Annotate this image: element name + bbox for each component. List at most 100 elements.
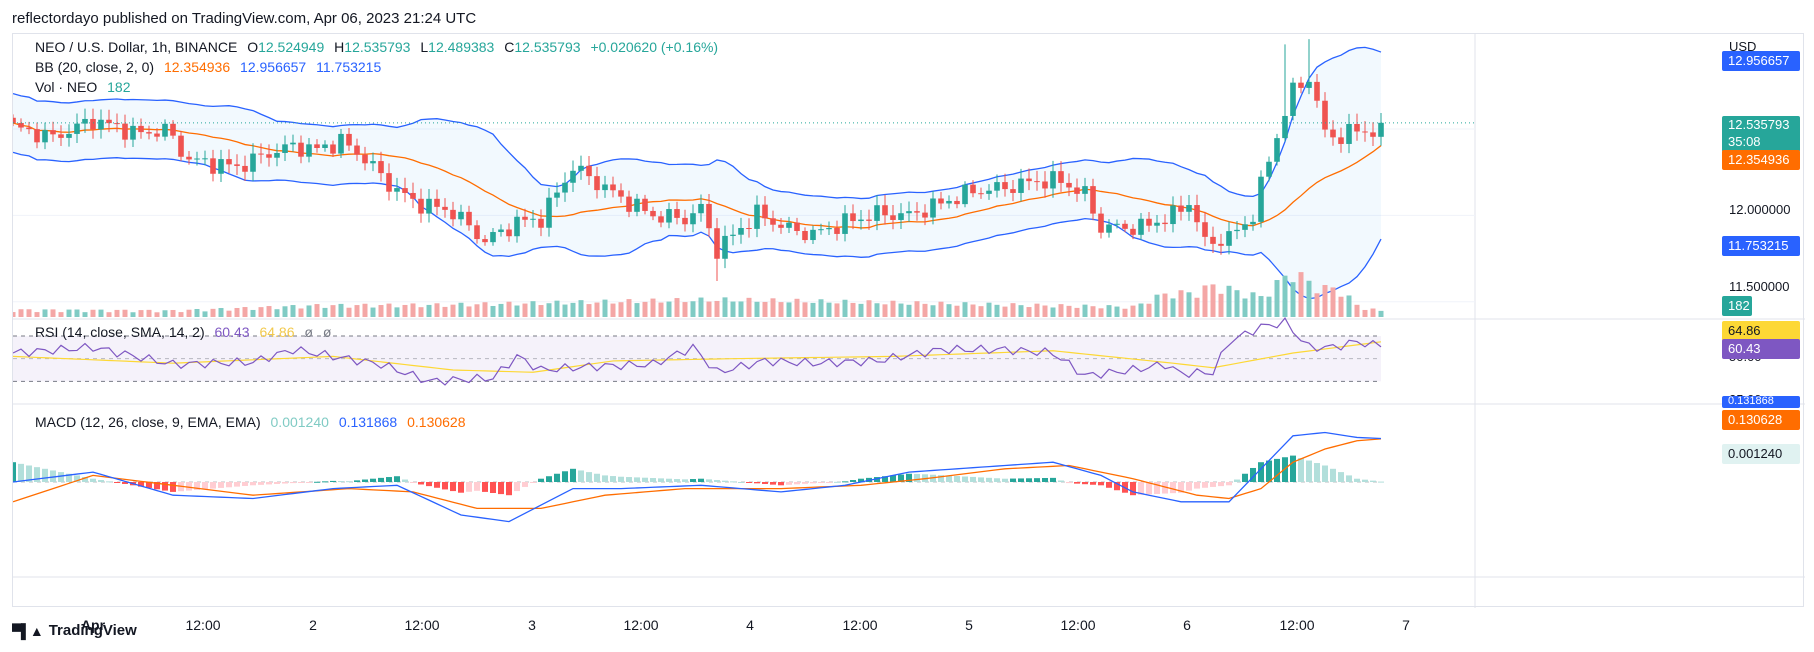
macd-histogram-bar <box>482 482 488 492</box>
x-label-5: 5 <box>965 617 973 633</box>
macd-histogram-bar <box>1170 482 1176 494</box>
lower-band-tag: 11.753215 <box>1722 236 1800 256</box>
macd-histogram-bar <box>82 477 88 482</box>
candle-body <box>1058 171 1064 183</box>
macd-histogram-bar <box>634 477 640 482</box>
volume-bar <box>1018 305 1024 317</box>
upper-band-tag: 12.956657 <box>1722 51 1800 71</box>
candle-body <box>506 229 512 237</box>
macd-histogram-bar <box>1026 478 1032 482</box>
candle-body <box>890 215 896 220</box>
candle-body <box>1050 171 1056 189</box>
candle-body <box>258 153 264 155</box>
candle-body <box>450 209 456 220</box>
candle-body <box>1346 123 1352 144</box>
macd-histogram-bar <box>234 482 240 487</box>
candle-body <box>1362 131 1368 133</box>
macd-legend[interactable]: MACD (12, 26, close, 9, EMA, EMA) 0.0012… <box>35 414 472 430</box>
volume-tag: 182 <box>1722 296 1752 316</box>
macd-histogram-bar <box>1194 482 1200 489</box>
macd-histogram-bar <box>602 475 608 482</box>
volume-bar <box>634 303 640 317</box>
chart-frame[interactable]: NEO / U.S. Dollar, 1h, BINANCE O12.52494… <box>12 33 1805 633</box>
volume-bar <box>714 300 720 317</box>
macd-histogram-bar <box>426 482 432 487</box>
candle-body <box>418 198 424 214</box>
candle-body <box>930 198 936 218</box>
candle-body <box>1242 224 1248 230</box>
bb-basis-value: 12.354936 <box>163 59 231 75</box>
candle-body <box>234 164 240 166</box>
brand-name: TradingView <box>48 622 137 639</box>
macd-histogram-bar <box>1258 462 1264 482</box>
macd-histogram-bar <box>722 480 728 482</box>
candle-body <box>426 198 432 214</box>
macd-tag: 0.131868 <box>1722 396 1800 408</box>
volume-bar <box>42 309 48 317</box>
macd-histogram-bar <box>1002 478 1008 482</box>
candle-body <box>874 205 880 221</box>
volume-bar <box>594 302 600 317</box>
candle-body <box>194 158 200 160</box>
volume-bar <box>1106 305 1112 317</box>
candle-body <box>218 159 224 174</box>
volume-bar <box>506 301 512 317</box>
candle-body <box>298 142 304 157</box>
macd-histogram-bar <box>586 472 592 482</box>
volume-bar <box>138 310 144 317</box>
main-legend[interactable]: NEO / U.S. Dollar, 1h, BINANCE O12.52494… <box>35 39 724 55</box>
volume-bar <box>1378 310 1384 317</box>
vol-legend[interactable]: Vol · NEO 182 <box>35 79 137 95</box>
volume-bar <box>618 302 624 317</box>
candle-body <box>810 229 816 241</box>
macd-histogram-bar <box>1098 482 1104 486</box>
chart-svg[interactable] <box>13 34 1805 608</box>
candle-body <box>1122 223 1128 229</box>
macd-histogram-bar <box>1210 482 1216 487</box>
bb-legend[interactable]: BB (20, close, 2, 0) 12.354936 12.956657… <box>35 59 387 75</box>
candle-body <box>554 192 560 198</box>
candle-body <box>1282 115 1288 139</box>
volume-bar <box>410 303 416 317</box>
x-label-1200-d: 12:00 <box>842 617 878 633</box>
rsi-ma-line <box>13 341 1382 373</box>
rsi-legend[interactable]: RSI (14, close, SMA, 14, 2) 60.43 64.86 … <box>35 324 337 340</box>
tradingview-brand[interactable]: ▀▌▲ TradingView <box>12 622 137 639</box>
candle-body <box>650 210 656 217</box>
volume-bar <box>1154 294 1160 317</box>
candle-body <box>458 211 464 220</box>
candle-body <box>530 218 536 220</box>
volume-bar <box>450 304 456 317</box>
candle-body <box>770 218 776 225</box>
macd-histogram-bar <box>826 482 832 483</box>
volume-bar <box>802 302 808 317</box>
macd-histogram-bar <box>570 468 576 482</box>
macd-histogram-bar <box>1370 480 1376 482</box>
open-label: O <box>247 39 259 55</box>
candle-body <box>402 188 408 193</box>
candle-body <box>146 132 152 134</box>
macd-histogram-bar <box>650 478 656 482</box>
macd-histogram-bar <box>346 481 352 483</box>
price-tick-12: 12.000000 <box>1729 202 1791 217</box>
macd-histogram-bar <box>362 479 368 482</box>
candle-body <box>834 227 840 234</box>
volume-bar <box>930 305 936 317</box>
macd-histogram-bar <box>1178 482 1184 493</box>
volume-bar <box>562 304 568 317</box>
volume-bar <box>250 309 256 317</box>
volume-bar <box>786 302 792 317</box>
close-value: 12.535793 <box>514 39 581 55</box>
macd-histogram-bar <box>1138 482 1144 495</box>
volume-bar <box>218 308 224 317</box>
candle-body <box>106 119 112 124</box>
macd-histogram-bar <box>1186 482 1192 491</box>
candle-body <box>18 122 24 128</box>
macd-histogram-bar <box>1050 477 1056 482</box>
candle-body <box>762 204 768 219</box>
candle-body <box>1218 243 1224 246</box>
macd-histogram-bar <box>1130 482 1136 496</box>
candle-body <box>658 216 664 223</box>
candle-body <box>906 211 912 214</box>
volume-bar <box>122 309 128 317</box>
